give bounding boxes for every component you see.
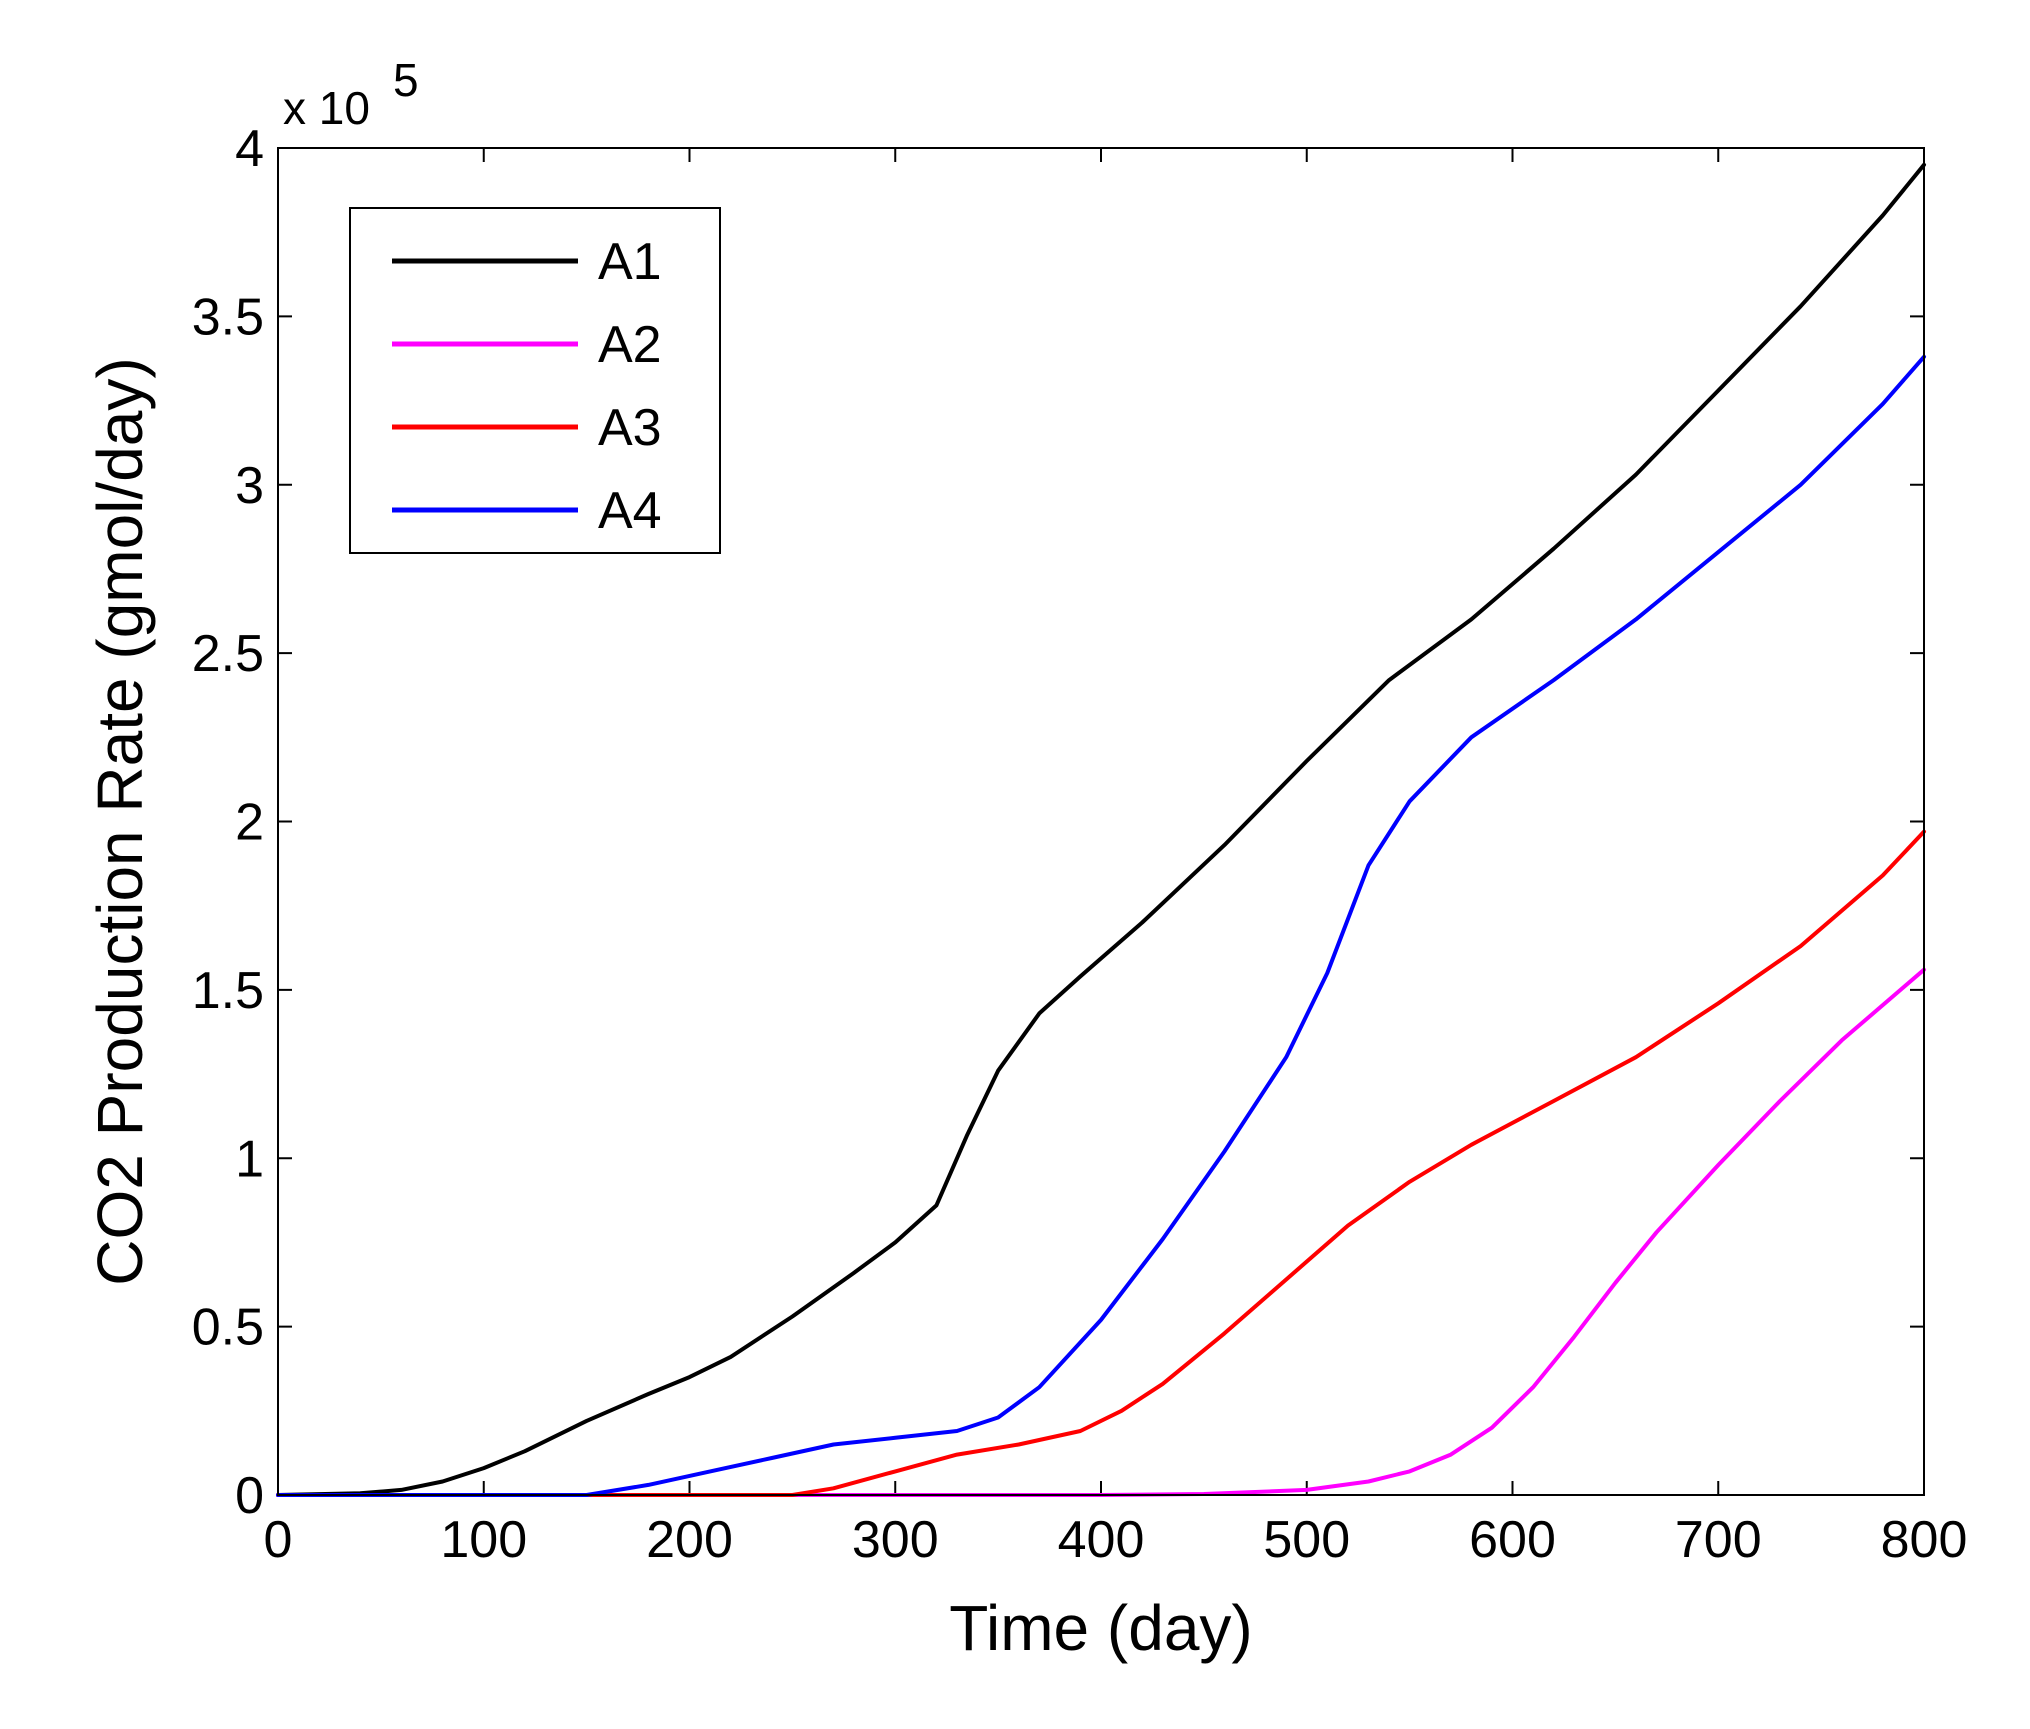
y-tick-label: 2 bbox=[235, 794, 264, 852]
series-line-a2 bbox=[276, 967, 1926, 1497]
y-tick-label: 1 bbox=[235, 1130, 264, 1188]
series-line-a3 bbox=[276, 829, 1926, 1497]
x-axis-title: Time (day) bbox=[949, 1592, 1252, 1664]
x-tick-label: 800 bbox=[1881, 1511, 1968, 1569]
legend: A1 A2 A3 A4 bbox=[349, 207, 721, 554]
legend-label: A1 bbox=[598, 233, 662, 291]
legend-label: A2 bbox=[598, 316, 662, 374]
y-tick-label: 0 bbox=[235, 1467, 264, 1525]
x-tick-label: 700 bbox=[1675, 1511, 1762, 1569]
x-tick-label: 400 bbox=[1058, 1511, 1145, 1569]
y-axis-exponent-power: 5 bbox=[393, 54, 419, 106]
legend-box bbox=[349, 207, 721, 554]
y-tick-label: 2.5 bbox=[192, 625, 264, 683]
x-tick-label: 300 bbox=[852, 1511, 939, 1569]
y-tick-label: 4 bbox=[235, 120, 264, 178]
y-tick-label: 1.5 bbox=[192, 962, 264, 1020]
y-tick-label: 3.5 bbox=[192, 288, 264, 346]
y-axis-exponent-base: x 10 bbox=[283, 82, 370, 134]
tick-labels: 0 100 200 300 400 500 600 700 800 0 0.5 1 1.5 2 2.5 3 3.… bbox=[192, 120, 1968, 1569]
plot-area-frame bbox=[277, 147, 1925, 1496]
legend-label: A4 bbox=[598, 482, 662, 540]
series-line-a4 bbox=[276, 354, 1926, 1497]
x-tick-label: 500 bbox=[1263, 1511, 1350, 1569]
y-tick-label: 0.5 bbox=[192, 1299, 264, 1357]
series-lines bbox=[276, 162, 1926, 1497]
legend-label: A3 bbox=[598, 399, 662, 457]
x-tick-label: 100 bbox=[440, 1511, 527, 1569]
x-tick-label: 0 bbox=[264, 1511, 293, 1569]
series-line-a1 bbox=[276, 162, 1926, 1497]
y-tick-label: 3 bbox=[235, 457, 264, 515]
x-tick-label: 600 bbox=[1469, 1511, 1556, 1569]
y-axis-title: CO2 Production Rate (gmol/day) bbox=[84, 357, 156, 1285]
x-tick-label: 200 bbox=[646, 1511, 733, 1569]
